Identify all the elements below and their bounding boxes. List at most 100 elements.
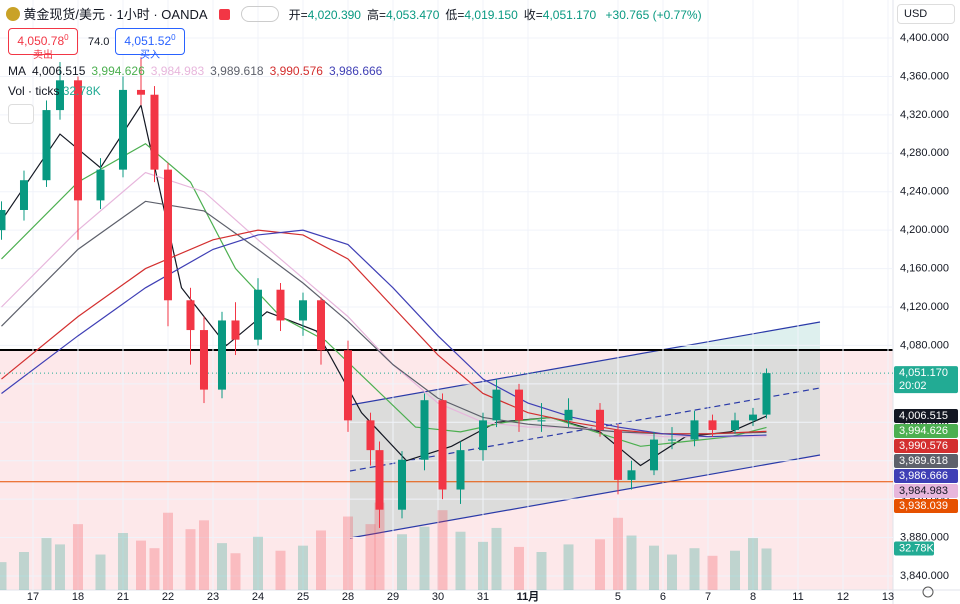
candle-body bbox=[731, 420, 740, 430]
candle-body bbox=[649, 439, 658, 471]
candle-body bbox=[762, 373, 771, 415]
price-tag-label: 3,989.618 bbox=[899, 455, 948, 467]
candle-body bbox=[343, 350, 352, 421]
x-tick-label: 22 bbox=[162, 591, 174, 603]
x-tick-label: 29 bbox=[387, 591, 399, 603]
settings-icon[interactable] bbox=[922, 586, 934, 598]
channel-fill bbox=[350, 322, 820, 538]
x-tick-label: 8 bbox=[750, 591, 756, 603]
symbol-icon bbox=[6, 7, 20, 21]
candle-body bbox=[163, 169, 172, 301]
moving-average bbox=[0, 103, 767, 467]
volume-bar bbox=[342, 516, 353, 590]
y-tick-label: 4,400.000 bbox=[900, 32, 949, 44]
volume-bar bbox=[135, 540, 146, 590]
candle-body bbox=[375, 450, 384, 510]
candle-body bbox=[55, 80, 64, 111]
volume-bar bbox=[626, 535, 637, 590]
candle-body bbox=[42, 110, 51, 181]
candle-body bbox=[690, 420, 699, 440]
price-tag bbox=[894, 424, 958, 439]
candle-body bbox=[749, 414, 758, 421]
candle-body bbox=[456, 450, 465, 490]
currency-select[interactable]: USD bbox=[897, 4, 955, 24]
sell-button[interactable]: 4,050.780 卖出 bbox=[8, 28, 78, 61]
vol-value: 32.78K bbox=[62, 84, 101, 98]
y-tick-label: 4,240.000 bbox=[900, 186, 949, 198]
ohlc-value: 4,053.470 bbox=[385, 8, 440, 22]
x-tick-label: 13 bbox=[882, 591, 894, 603]
y-tick-label: 4,120.000 bbox=[900, 301, 949, 313]
volume-bar bbox=[707, 555, 718, 590]
x-tick-label: 17 bbox=[27, 591, 39, 603]
buy-button[interactable]: 4,051.520 买入 bbox=[115, 28, 185, 61]
candle-body bbox=[438, 400, 447, 490]
candle-body bbox=[366, 420, 375, 451]
last-price-label: 4,051.170 bbox=[899, 367, 948, 379]
volume-bar bbox=[198, 520, 209, 590]
status-pill[interactable] bbox=[241, 6, 280, 22]
candle-body bbox=[199, 330, 208, 390]
sell-label: 卖出 bbox=[33, 50, 53, 61]
ohlc-label: 高= bbox=[366, 8, 386, 22]
ma-value: 3,984.983 bbox=[150, 64, 205, 78]
x-tick-label: 7 bbox=[705, 591, 711, 603]
buy-label: 买入 bbox=[140, 50, 160, 61]
candle-body bbox=[19, 180, 28, 210]
volume-bar bbox=[374, 502, 385, 590]
candle-body bbox=[397, 459, 406, 510]
volume-bar bbox=[297, 545, 308, 590]
candle-body bbox=[492, 389, 501, 421]
collapse-button[interactable] bbox=[8, 104, 34, 124]
ohlc-label: 低= bbox=[445, 8, 465, 22]
x-tick-label: 25 bbox=[297, 591, 309, 603]
x-tick-label: 28 bbox=[342, 591, 354, 603]
candle-body bbox=[668, 439, 677, 441]
countdown: 20:02 bbox=[899, 380, 927, 392]
y-tick-label: 4,200.000 bbox=[900, 224, 949, 236]
volume-bar bbox=[513, 546, 524, 590]
candle-body bbox=[478, 420, 487, 451]
ohlc-value: 4,020.390 bbox=[307, 8, 361, 22]
ma-value: 3,990.576 bbox=[269, 64, 323, 78]
volume-bar bbox=[18, 552, 29, 590]
volume-bar bbox=[419, 526, 430, 590]
y-tick-label: 3,880.000 bbox=[900, 531, 949, 543]
moving-average bbox=[1, 229, 767, 435]
moving-average bbox=[1, 171, 767, 438]
volume-bar bbox=[761, 548, 772, 590]
volume-bar bbox=[730, 550, 741, 590]
volume-bar bbox=[477, 541, 488, 590]
ma-label: MA bbox=[8, 64, 26, 78]
x-tick-label: 11 bbox=[792, 591, 803, 603]
volume-bar bbox=[230, 553, 241, 590]
candle-body bbox=[186, 300, 195, 331]
x-tick-label: 30 bbox=[432, 591, 444, 603]
title-row: 黄金现货/美元 · 1小时 · OANDA 开=4,020.390 高=4,053… bbox=[6, 4, 702, 23]
volume-bar bbox=[689, 548, 700, 590]
y-tick-label: 4,320.000 bbox=[900, 109, 949, 121]
x-tick-label: 24 bbox=[252, 591, 264, 603]
volume-bar bbox=[594, 539, 605, 590]
candle-body bbox=[514, 389, 523, 421]
candle-body bbox=[231, 320, 240, 340]
ma-value: 3,989.618 bbox=[210, 64, 264, 78]
x-tick-label: 21 bbox=[117, 591, 129, 603]
volume-bar bbox=[365, 524, 376, 590]
volume-bar bbox=[748, 538, 759, 590]
channel-bottom bbox=[349, 454, 821, 539]
price-tag-label: 3,994.626 bbox=[899, 425, 948, 437]
symbol: 黄金现货/美元 · 1小时 · OANDA bbox=[23, 7, 208, 22]
price-tag bbox=[894, 499, 958, 514]
candle-body bbox=[253, 289, 262, 340]
volume-bar bbox=[252, 536, 263, 590]
spread: 74.0 bbox=[88, 36, 110, 48]
volume-bar bbox=[455, 531, 466, 590]
ohlc: 开=4,020.390 高=4,053.470 低=4,019.150 收=4,051… bbox=[289, 8, 603, 22]
ma-legend: MA 4,006.515 3,994.626 3,984.983 3,989.618 3,… bbox=[8, 64, 382, 78]
volume-bar bbox=[667, 554, 678, 590]
flag[interactable] bbox=[218, 9, 230, 20]
x-tick-label: 23 bbox=[207, 591, 219, 603]
